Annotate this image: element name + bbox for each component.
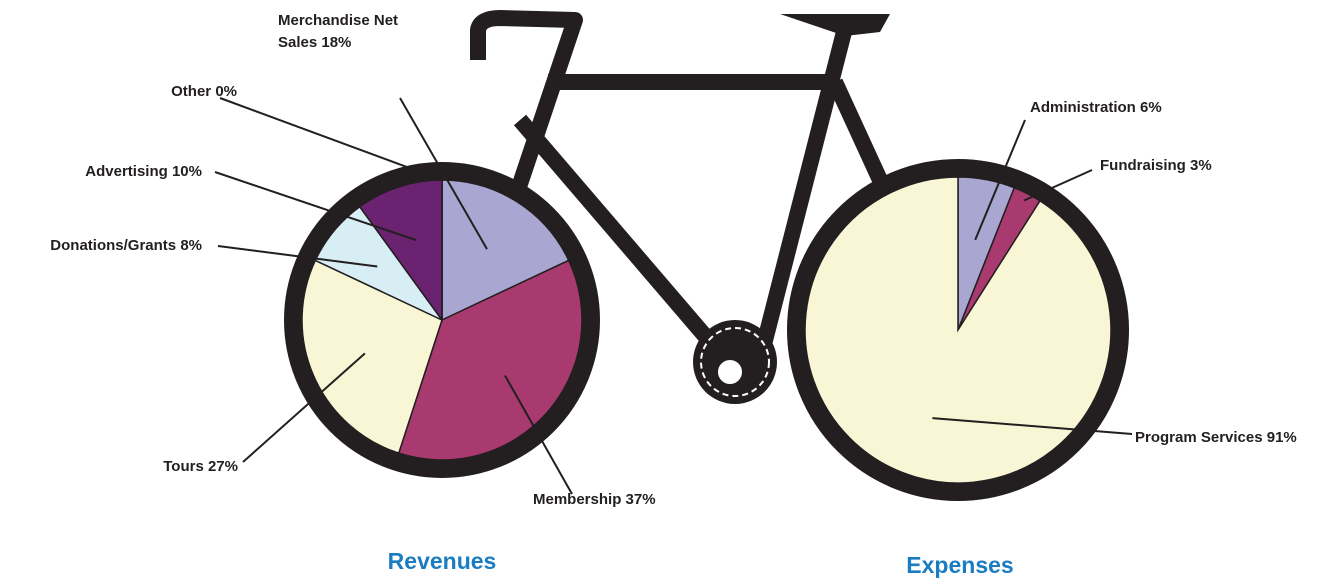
slice-label: Tours 27%	[163, 456, 238, 478]
crank	[716, 358, 744, 386]
seat-stay	[835, 82, 880, 180]
value-label: 10%	[172, 163, 202, 180]
category-name: Membership	[533, 491, 621, 508]
value-label: 91%	[1267, 429, 1297, 446]
value-label: 6%	[1140, 99, 1162, 116]
page: Merchandise Net Sales 18% Membership 37% T…	[0, 0, 1339, 584]
chart-title: Revenues	[388, 548, 497, 575]
category-name: Donations/Grants	[50, 237, 176, 254]
pie-slice	[805, 177, 1111, 483]
value-label: 8%	[180, 237, 202, 254]
slice-label: Program Services 91%	[1135, 427, 1297, 449]
value-label: 18%	[321, 34, 351, 51]
category-name: Other	[171, 83, 211, 100]
category-name: Tours	[163, 458, 204, 475]
value-label: 27%	[208, 458, 238, 475]
value-label: 3%	[1190, 157, 1212, 174]
slice-label: Administration 6%	[1030, 97, 1162, 119]
slice-label: Advertising 10%	[85, 161, 202, 183]
slice-label: Membership 37%	[533, 489, 656, 511]
category-name: Program Services	[1135, 429, 1263, 446]
chart-title: Expenses	[906, 552, 1013, 579]
category-name: Administration	[1030, 99, 1136, 116]
category-name: Advertising	[85, 163, 168, 180]
slice-label: Fundraising 3%	[1100, 155, 1212, 177]
category-name: Fundraising	[1100, 157, 1186, 174]
slice-label: Merchandise Net Sales 18%	[278, 10, 418, 54]
slice-label: Donations/Grants 8%	[50, 235, 202, 257]
value-label: 37%	[626, 491, 656, 508]
value-label: 0%	[215, 83, 237, 100]
saddle	[780, 14, 890, 36]
slice-label: Other 0%	[171, 81, 237, 103]
